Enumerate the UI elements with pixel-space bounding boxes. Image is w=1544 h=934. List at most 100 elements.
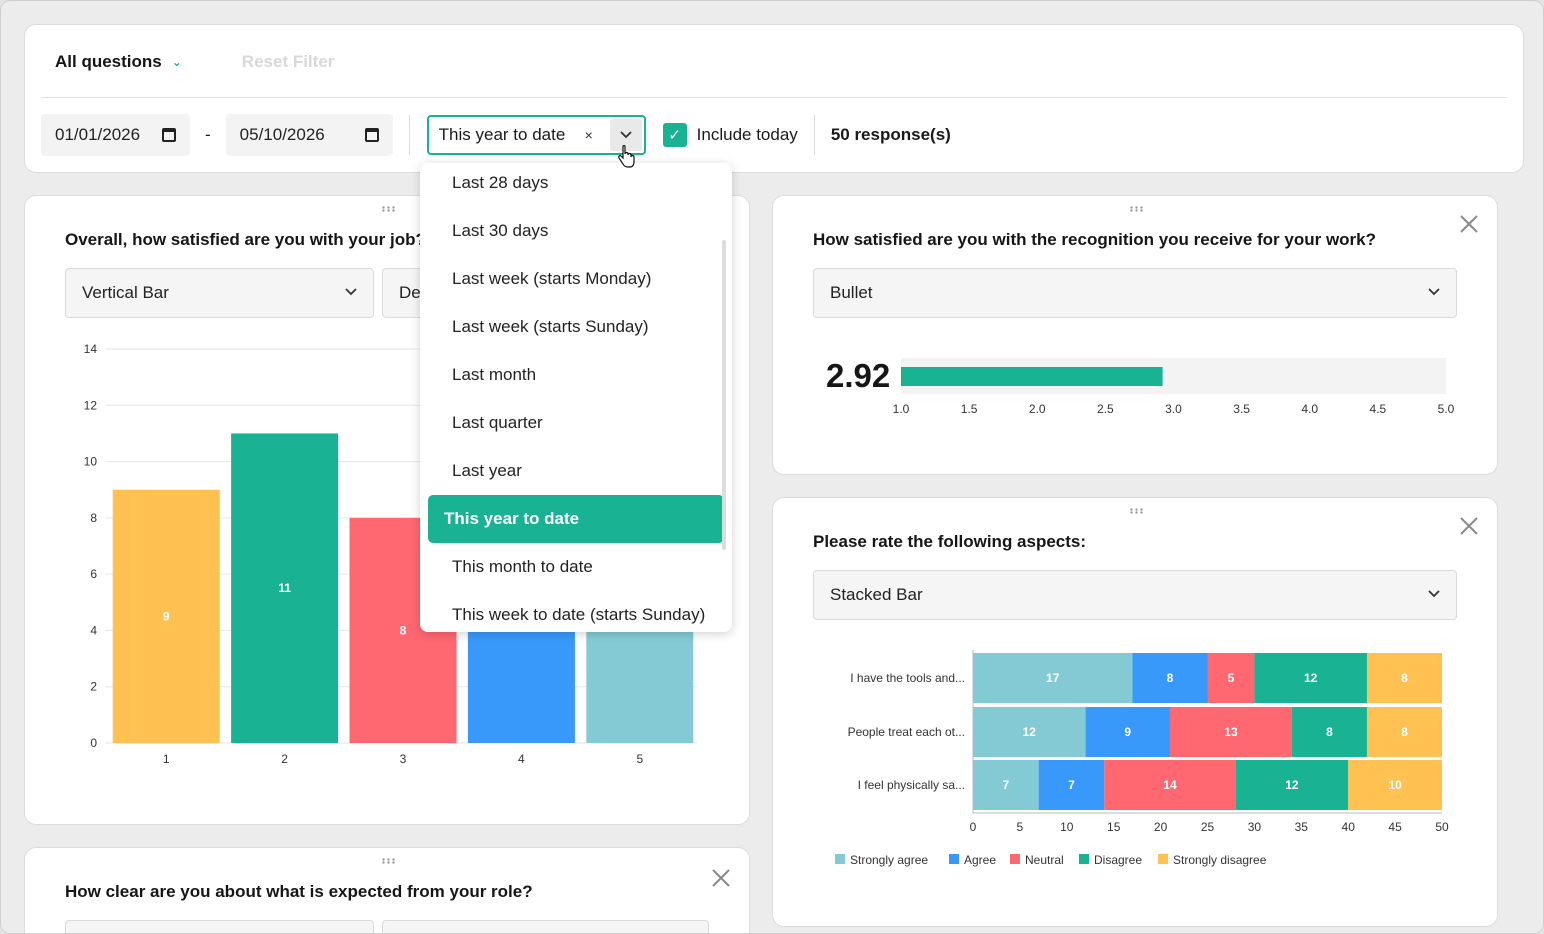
segment-value-label: 13: [1224, 725, 1238, 739]
period-option[interactable]: Last quarter: [452, 413, 543, 432]
drag-handle-icon[interactable]: [1129, 508, 1143, 514]
legend-swatch: [1079, 854, 1089, 864]
stacked-segment: [973, 653, 1133, 703]
chart-type-select[interactable]: Bullet: [813, 268, 1457, 318]
period-select[interactable]: This year to date ×: [426, 115, 646, 155]
legend-label: Strongly disagree: [1173, 853, 1267, 867]
legend-swatch: [1158, 854, 1168, 864]
all-questions-dropdown[interactable]: All questions ⌄: [55, 52, 182, 72]
close-icon[interactable]: [1459, 514, 1479, 540]
period-option[interactable]: Last 28 days: [452, 173, 549, 192]
y-tick-label: 14: [84, 342, 98, 356]
drag-handle-icon[interactable]: [381, 858, 395, 864]
period-option[interactable]: Last 30 days: [452, 221, 549, 240]
legend-swatch: [949, 854, 959, 864]
chart-type-select[interactable]: Stacked Bar: [813, 570, 1457, 620]
checkbox-checked-icon[interactable]: ✓: [662, 123, 687, 147]
chevron-down-icon: [1428, 285, 1440, 299]
drag-handle-icon[interactable]: [381, 206, 395, 212]
stacked-segment: [1132, 653, 1208, 703]
y-tick-label: 6: [90, 567, 97, 581]
y-tick-label: 12: [84, 398, 98, 412]
segment-value-label: 8: [1401, 671, 1408, 685]
legend-label: Disagree: [1094, 853, 1142, 867]
x-tick-label: 0: [970, 820, 977, 834]
date-to-input[interactable]: 05/10/2026: [225, 114, 393, 156]
dropdown-scrollbar[interactable]: [722, 240, 726, 550]
period-option[interactable]: Last month: [452, 365, 537, 384]
close-icon[interactable]: [1459, 212, 1479, 238]
include-today-toggle[interactable]: ✓ Include today: [662, 123, 798, 147]
chart-type-select[interactable]: [65, 920, 374, 933]
legend-swatch: [835, 854, 845, 864]
segment-value-label: 12: [1285, 778, 1299, 792]
x-tick-label: 4.5: [1370, 402, 1387, 416]
bar-value-label: 8: [400, 623, 407, 637]
secondary-select[interactable]: [382, 920, 709, 933]
period-option[interactable]: Last year: [452, 461, 522, 480]
clear-icon[interactable]: ×: [584, 127, 593, 143]
period-option[interactable]: This week to date (starts Sunday): [452, 605, 706, 624]
chevron-down-icon: [620, 131, 632, 139]
y-tick-label: 10: [84, 455, 98, 469]
x-tick-label: 30: [1248, 820, 1262, 834]
dropdown-toggle-button[interactable]: [609, 119, 642, 151]
x-tick-label: 1.0: [893, 402, 910, 416]
bullet-value-label: 2.92: [826, 357, 890, 394]
chart-type-value: Vertical Bar: [82, 283, 169, 302]
segment-value-label: 5: [1228, 671, 1235, 685]
toolbar-separator: [408, 115, 410, 155]
question-title: How satisfied are you with the recogniti…: [813, 230, 1377, 249]
chart-type-value: Stacked Bar: [830, 585, 923, 604]
reset-filter-button[interactable]: Reset Filter: [241, 52, 335, 71]
stacked-segment: [1085, 707, 1170, 757]
y-tick-label: People treat each ot...: [848, 725, 965, 739]
bar: [112, 489, 220, 743]
x-tick-label: 3.0: [1165, 402, 1182, 416]
segment-value-label: 8: [1167, 671, 1174, 685]
x-tick-label: 45: [1388, 820, 1402, 834]
stacked-segment: [1366, 653, 1442, 703]
period-option[interactable]: Last week (starts Sunday): [452, 317, 649, 336]
y-tick-label: 8: [90, 511, 97, 525]
segment-value-label: 12: [1304, 671, 1318, 685]
question-card-role-clarity: How clear are you about what is expected…: [24, 847, 750, 933]
segment-value-label: 9: [1124, 725, 1131, 739]
x-tick-label: 15: [1107, 820, 1121, 834]
chevron-down-icon: [345, 285, 357, 299]
x-tick-label: 5.0: [1438, 402, 1455, 416]
toolbar-divider: [41, 97, 1507, 98]
period-option[interactable]: Last week (starts Monday): [452, 269, 652, 288]
segment-value-label: 7: [1002, 778, 1009, 792]
chart-type-select[interactable]: Vertical Bar: [65, 268, 374, 318]
stacked-segment: [1254, 653, 1367, 703]
drag-handle-icon[interactable]: [1129, 206, 1143, 212]
x-tick-label: 1.5: [961, 402, 978, 416]
bar: [231, 433, 339, 743]
period-options-list: Last 28 days Last 30 days Last week (start…: [420, 163, 732, 632]
date-from-input[interactable]: 01/01/2026: [41, 114, 190, 156]
period-option[interactable]: This year to date: [428, 495, 724, 543]
close-icon[interactable]: [711, 866, 731, 892]
bar-value-label: 9: [163, 609, 170, 623]
calendar-icon[interactable]: [162, 128, 176, 142]
x-tick-label: 35: [1295, 820, 1309, 834]
calendar-icon[interactable]: [364, 128, 379, 142]
x-tick-label: 25: [1201, 820, 1215, 834]
toolbar-separator: [813, 115, 815, 155]
legend-label: Neutral: [1025, 853, 1064, 867]
period-option[interactable]: This month to date: [452, 557, 593, 576]
stacked-segment: [1169, 707, 1292, 757]
stacked-bar-chart: I have the tools and... 17 8 5 12 8 People tre…: [835, 650, 1449, 867]
x-tick-label: 10: [1060, 820, 1074, 834]
stacked-segment: [1291, 707, 1367, 757]
stacked-segment: [1038, 760, 1105, 810]
x-tick-label: 2: [281, 752, 288, 766]
bar-value-label: 11: [278, 581, 291, 595]
x-tick-label: 5: [1017, 820, 1024, 834]
hand-cursor-icon: [617, 144, 635, 175]
segment-value-label: 10: [1388, 778, 1402, 792]
x-tick-label: 4.0: [1301, 402, 1318, 416]
chevron-down-icon: [1428, 587, 1440, 601]
